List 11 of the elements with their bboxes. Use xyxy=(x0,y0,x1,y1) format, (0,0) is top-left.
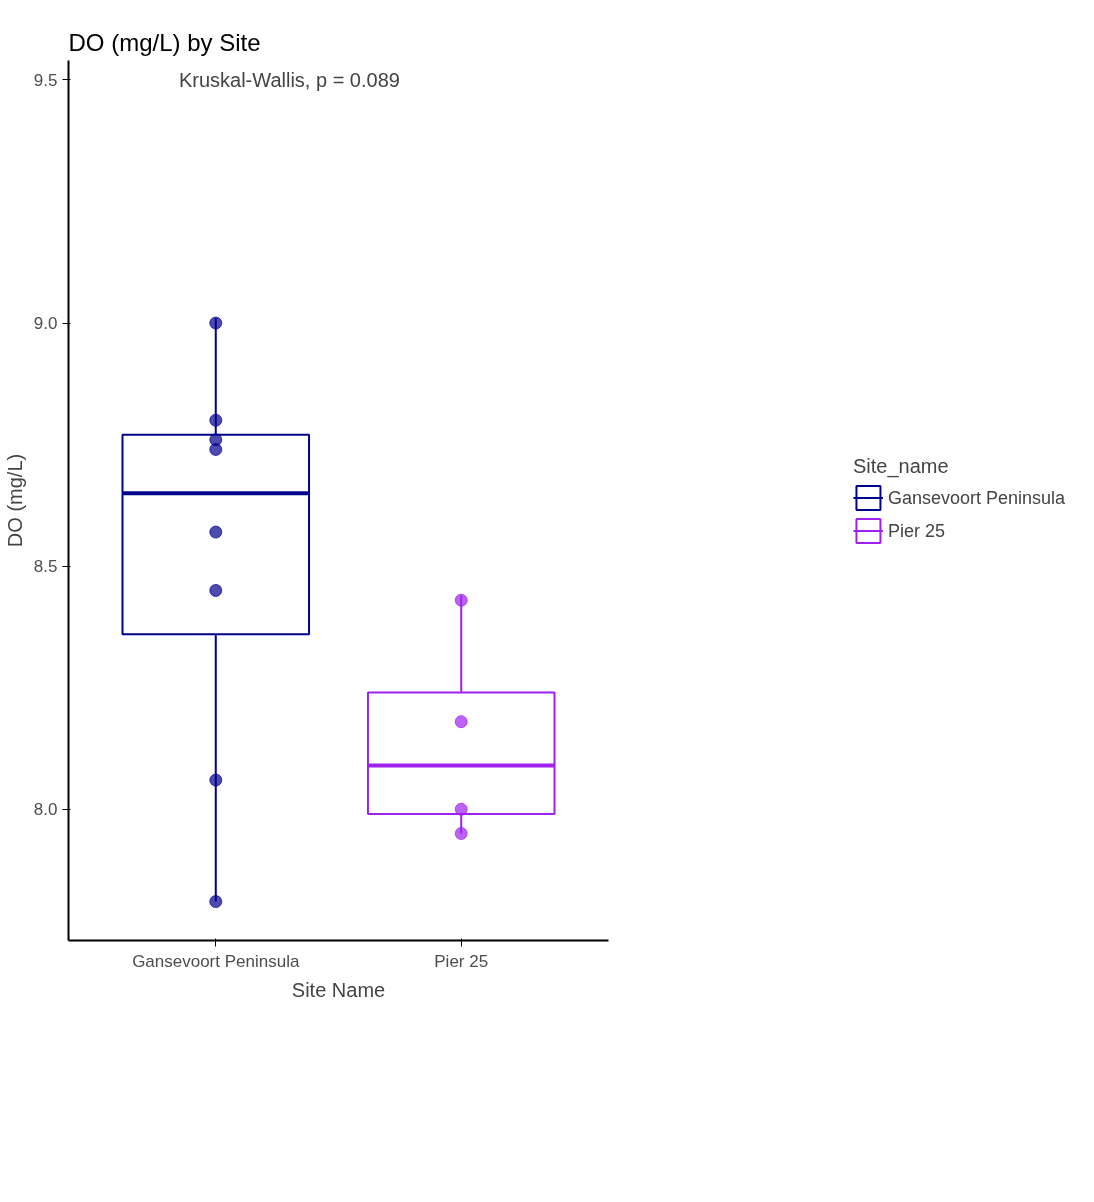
y-tick-label: 8.5 xyxy=(33,557,58,577)
y-tick-label: 9.5 xyxy=(33,70,58,90)
y-axis-title: DO (mg/L) xyxy=(3,453,26,548)
annotation: Kruskal-Wallis, p = 0.089 xyxy=(178,68,400,91)
legend-label: Pier 25 xyxy=(887,520,945,541)
chart-title: DO (mg/L) by Site xyxy=(68,28,261,56)
legend-title: Site_name xyxy=(852,454,950,478)
y-tick-label: 8.0 xyxy=(33,800,58,820)
x-axis-title: Site Name xyxy=(291,978,386,1001)
y-tick-label: 9.0 xyxy=(33,314,58,334)
legend-label: Gansevoort Peninsula xyxy=(887,487,1066,508)
